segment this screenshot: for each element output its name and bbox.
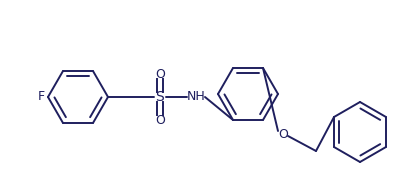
Text: O: O bbox=[155, 113, 165, 126]
Text: O: O bbox=[155, 68, 165, 81]
Text: O: O bbox=[278, 127, 288, 140]
Text: S: S bbox=[156, 90, 164, 104]
Text: F: F bbox=[38, 90, 45, 104]
Text: NH: NH bbox=[187, 90, 205, 104]
